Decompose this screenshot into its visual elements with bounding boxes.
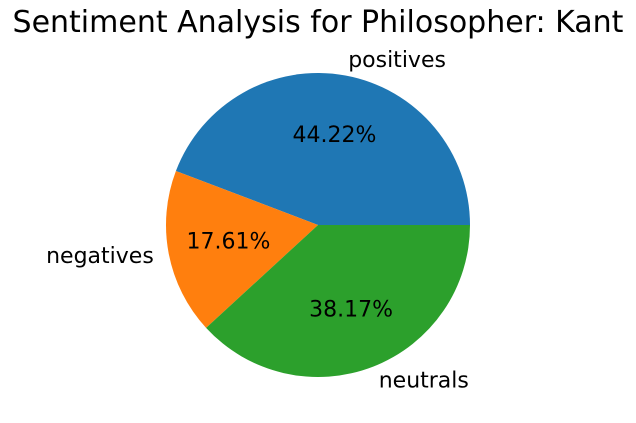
pie-slices: [165, 72, 471, 378]
pie-slice-positives: [175, 72, 470, 225]
slice-percent-negatives: 17.61%: [186, 230, 270, 255]
slice-label-neutrals: neutrals: [379, 368, 469, 393]
slice-label-negatives: negatives: [46, 244, 154, 269]
slice-percent-neutrals: 38.17%: [309, 297, 393, 322]
slice-label-positives: positives: [348, 48, 446, 73]
pie-slice-neutrals: [206, 225, 471, 378]
slice-percent-positives: 44.22%: [293, 123, 377, 148]
pie-slice-negatives: [165, 171, 318, 328]
pie-labels: positives 44.22% negatives 17.61% neutrals 38…: [46, 48, 469, 393]
chart-title: Sentiment Analysis for Philosopher: Kant: [13, 5, 624, 40]
